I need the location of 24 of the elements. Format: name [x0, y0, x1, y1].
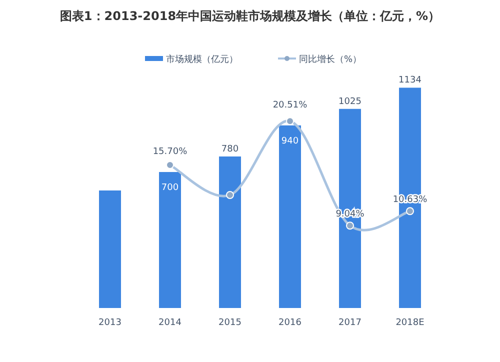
x-tick-label: 2018E	[396, 318, 425, 328]
point	[346, 222, 354, 230]
data-label: 15.70%	[152, 147, 188, 158]
bar	[159, 172, 181, 308]
x-tick-label: 2016	[278, 318, 302, 328]
point	[286, 117, 294, 126]
data-label: 20.51%	[272, 100, 308, 110]
data-label: 1134	[398, 76, 422, 86]
bar	[279, 125, 301, 308]
data-label: 780	[221, 144, 239, 154]
bar	[219, 156, 241, 308]
x-tick-label: 2017	[338, 318, 362, 328]
data-label: 700	[161, 183, 179, 194]
data-label: 940	[281, 136, 299, 146]
point	[226, 191, 234, 200]
data-label: 1025	[338, 96, 362, 107]
bar	[99, 190, 121, 308]
x-tick-label: 2014	[158, 318, 182, 328]
point	[406, 207, 414, 216]
legend-label: 市场规模（亿元）	[166, 54, 238, 65]
x-tick-label: 2015	[218, 318, 242, 328]
chart-title: 图表1：2013-2018年中国运动鞋市场规模及增长（单位：亿元，%）	[60, 9, 440, 23]
x-tick-label: 2013	[98, 318, 122, 328]
legend-label: 同比增长（%）	[299, 54, 362, 65]
